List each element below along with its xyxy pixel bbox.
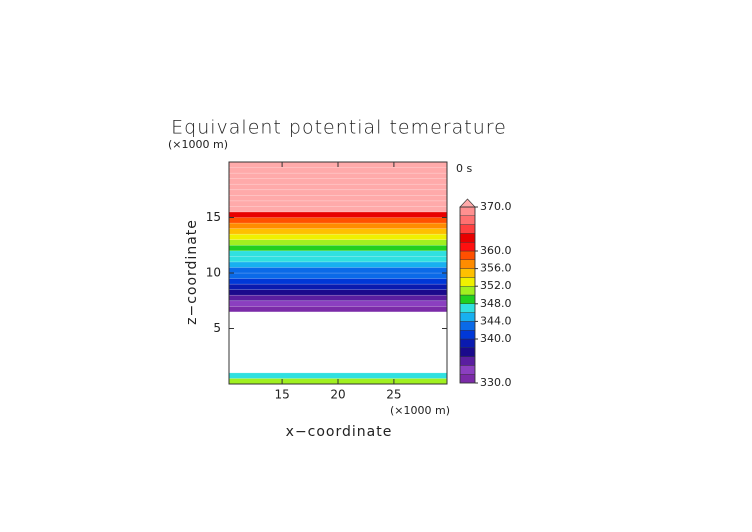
colorbar-box (459, 330, 476, 340)
colorbar-box (459, 250, 476, 261)
x-tick-label: 15 (274, 388, 289, 402)
cell-row (228, 283, 448, 290)
cell-row (228, 167, 448, 174)
y-tick-label: 5 (213, 321, 221, 335)
colorbar-box (459, 294, 476, 305)
chart-title: Equivalent potential temerature (171, 117, 507, 139)
cell-row (228, 272, 448, 279)
cell-row (228, 300, 448, 307)
cell-row (228, 239, 448, 246)
colorbar-tick-label: 340.0 (480, 332, 512, 345)
x-unit: (×1000 m) (390, 404, 450, 417)
cell-row (228, 200, 448, 207)
cell-row (228, 256, 448, 263)
colorbar-tick-label: 360.0 (480, 244, 512, 257)
colorbar-tick-label: 330.0 (480, 376, 512, 389)
cell-row (228, 305, 448, 313)
cell-row (228, 261, 448, 268)
cell-row (228, 228, 448, 235)
cell-row (228, 172, 448, 179)
cell-row (228, 217, 448, 224)
colorbar-box (459, 206, 476, 217)
colorbar-tick-label: 352.0 (480, 279, 512, 292)
colorbar-box (459, 286, 476, 296)
cell-row (228, 178, 448, 185)
colorbar-box (459, 215, 476, 225)
colorbar-box (459, 338, 476, 349)
colorbar-box (459, 277, 476, 287)
colorbar-tick-label: 356.0 (480, 262, 512, 275)
cell-row (228, 233, 448, 240)
cell-row (228, 211, 448, 218)
cell-row (228, 278, 448, 285)
colorbar-box (459, 347, 476, 357)
colorbar-box (459, 259, 476, 269)
colorbar-box (459, 356, 476, 366)
colorbar-box (459, 268, 476, 278)
y-axis-label: z−coordinate (184, 219, 200, 325)
cell-row (228, 206, 448, 213)
cell-row (228, 183, 448, 191)
colorbar-box (459, 303, 476, 313)
colorbar-frame (459, 206, 476, 384)
colorbar-over (459, 198, 476, 208)
colorbar-tick-label: 344.0 (480, 314, 512, 327)
colorbar-tick-label: 348.0 (480, 297, 512, 310)
colorbar-box (459, 321, 476, 331)
cell-row (228, 289, 448, 296)
colorbar-box (459, 224, 476, 234)
cell-row (228, 222, 448, 229)
cell-row (228, 250, 448, 257)
y-tick-label: 10 (206, 266, 221, 280)
cell-row (228, 372, 448, 379)
cell-row (228, 195, 448, 202)
y-tick-label: 15 (206, 210, 221, 224)
colorbar-box (459, 241, 476, 252)
cell-row (228, 294, 448, 302)
cell-row (228, 244, 448, 252)
colorbar-box (459, 365, 476, 375)
colorbar-tick-label: 370.0 (480, 200, 512, 213)
x-tick-label: 20 (330, 388, 345, 402)
cell-row (228, 189, 448, 196)
cell-row (228, 267, 448, 274)
colorbar-box (459, 374, 476, 384)
colorbar-box (459, 312, 476, 322)
y-unit: (×1000 m) (168, 138, 228, 151)
x-axis-label: x−coordinate (286, 424, 393, 440)
colorbar-box (459, 233, 476, 243)
time-label: 0 s (456, 162, 472, 175)
x-tick-label: 25 (386, 388, 401, 402)
